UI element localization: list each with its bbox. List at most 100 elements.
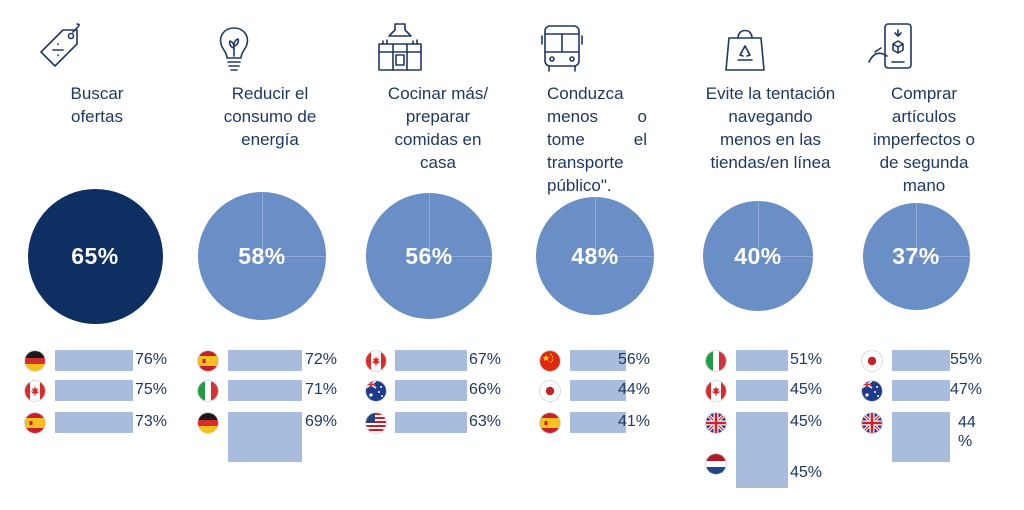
country-row: 63% — [363, 412, 513, 434]
country-bar — [892, 350, 950, 371]
overall-percentage-label: 37% — [892, 242, 940, 269]
country-row: 71% — [195, 380, 345, 402]
overall-percentage-circle: 37% — [862, 202, 970, 310]
spain-flag-icon — [540, 413, 560, 433]
country-bar — [570, 380, 626, 401]
country-bar — [736, 350, 788, 371]
category-column: Buscar ofertas 65% 76% 75% 73% — [22, 0, 172, 510]
netherlands-flag-icon — [706, 454, 726, 474]
uk-flag-icon — [862, 413, 882, 433]
country-row: 56% — [537, 350, 667, 372]
country-value-label: 44% — [618, 381, 651, 398]
overall-percentage-label: 40% — [734, 242, 782, 269]
country-value-label: 63% — [469, 413, 502, 430]
circle-seam — [758, 201, 759, 256]
overall-percentage-label: 48% — [571, 242, 619, 269]
country-bar — [570, 350, 626, 371]
country-value-label: 69% — [305, 413, 338, 430]
country-row: 45% — [703, 443, 838, 488]
circle-seam — [595, 197, 596, 256]
bus-icon — [537, 22, 587, 74]
country-bar — [892, 380, 950, 401]
category-label: Buscar ofertas — [70, 84, 124, 126]
circle-seam — [916, 256, 970, 257]
country-value-label: 41% — [618, 413, 651, 430]
country-value-label: 71% — [305, 381, 338, 398]
italy-flag-icon — [706, 351, 726, 371]
country-bar — [736, 461, 788, 488]
kitchen-icon — [375, 22, 425, 74]
category-column: Evite la tentación navegando menos en la… — [703, 0, 838, 510]
country-row: 51% — [703, 350, 838, 372]
country-row: 67% — [363, 350, 513, 372]
country-row: 41% — [537, 412, 667, 434]
country-row: 45% — [703, 412, 838, 462]
category-label: Comprar artículos imperfectos o de segun… — [872, 84, 976, 195]
phone-recycle-icon — [865, 22, 915, 74]
lightbulb-icon — [209, 22, 259, 74]
germany-flag-icon — [25, 351, 45, 371]
overall-percentage-circle: 65% — [27, 188, 163, 324]
spain-flag-icon — [198, 351, 218, 371]
country-bar — [228, 380, 302, 401]
germany-flag-icon — [198, 413, 218, 433]
country-bar — [395, 380, 467, 401]
canada-flag-icon — [25, 381, 45, 401]
uk-flag-icon — [706, 413, 726, 433]
category-label: Conduzca menos o tome el transporte públ… — [547, 84, 647, 195]
country-bar — [228, 350, 302, 371]
overall-percentage-circle: 58% — [198, 192, 326, 320]
japan-flag-icon — [540, 381, 560, 401]
country-row: 44% — [537, 380, 667, 402]
country-bar — [570, 412, 626, 433]
country-value-label: 66% — [469, 381, 502, 398]
overall-percentage-label: 56% — [405, 242, 453, 269]
usa-flag-icon — [366, 413, 386, 433]
price-tag-icon — [33, 22, 83, 74]
overall-percentage-circle: 56% — [366, 193, 492, 319]
country-value-label: 51% — [790, 351, 823, 368]
country-value-label: 67% — [469, 351, 502, 368]
overall-percentage-label: 58% — [238, 242, 286, 269]
country-value-label: 45% — [790, 464, 823, 481]
country-bar — [395, 350, 467, 371]
country-value-label: 44 % — [958, 414, 976, 450]
australia-flag-icon — [366, 381, 386, 401]
country-bar — [736, 412, 788, 462]
country-bar — [55, 412, 133, 433]
country-row: 75% — [22, 380, 172, 402]
shopping-bag-icon — [720, 22, 770, 74]
australia-flag-icon — [862, 381, 882, 401]
canada-flag-icon — [706, 381, 726, 401]
country-value-label: 56% — [618, 351, 651, 368]
country-row: 69% — [195, 412, 345, 462]
category-label: Cocinar más/ preparar comidas en casa — [387, 84, 489, 172]
country-row: 76% — [22, 350, 172, 372]
circle-seam — [429, 256, 492, 257]
canada-flag-icon — [366, 351, 386, 371]
country-row: 72% — [195, 350, 345, 372]
country-value-label: 45% — [790, 413, 823, 430]
overall-percentage-circle: 48% — [536, 197, 654, 315]
country-bar — [228, 412, 302, 462]
china-flag-icon — [540, 351, 560, 371]
country-row: 73% — [22, 412, 172, 434]
spain-flag-icon — [25, 413, 45, 433]
category-label: Reducir el consumo de energía — [223, 84, 317, 149]
country-value-label: 47% — [950, 381, 983, 398]
circle-seam — [595, 256, 654, 257]
circle-seam — [262, 256, 326, 257]
italy-flag-icon — [198, 381, 218, 401]
category-column: Reducir el consumo de energía 58% 72% 71% 69… — [195, 0, 345, 510]
country-row: 47% — [859, 380, 989, 402]
category-column: Comprar artículos imperfectos o de segun… — [859, 0, 989, 510]
japan-flag-icon — [862, 351, 882, 371]
country-bar — [892, 412, 950, 462]
country-value-label: 72% — [305, 351, 338, 368]
country-bar — [395, 412, 467, 433]
country-value-label: 73% — [135, 413, 168, 430]
category-label: Evite la tentación navegando menos en la… — [705, 84, 836, 172]
circle-seam — [262, 192, 263, 256]
circle-seam — [758, 256, 813, 257]
country-row: 66% — [363, 380, 513, 402]
